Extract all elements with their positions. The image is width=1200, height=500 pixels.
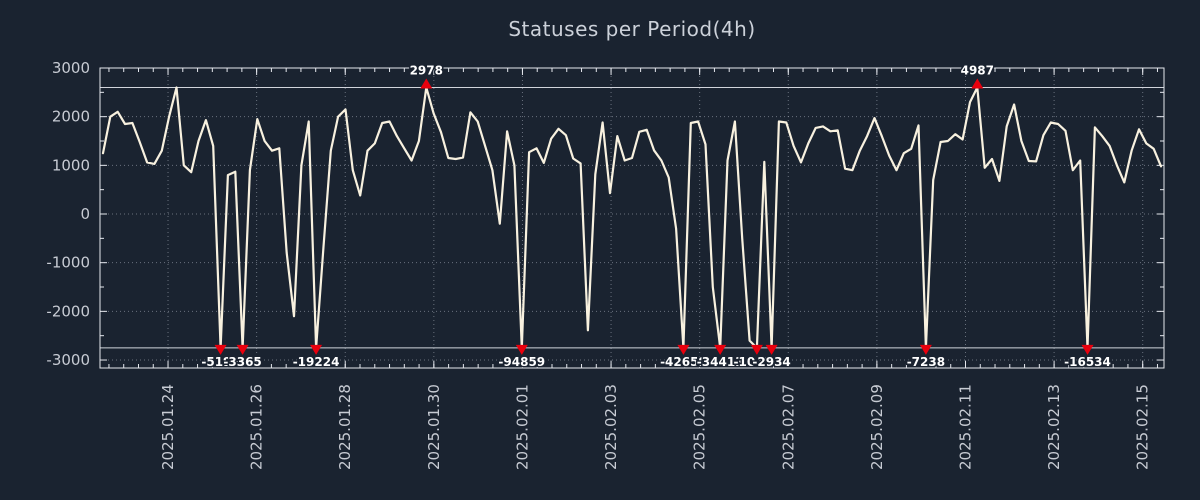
trough-value-label: -34413	[697, 355, 744, 369]
x-tick-label: 2025.02.05	[691, 384, 709, 470]
y-tick-label: 3000	[52, 59, 90, 77]
peak-value-label: 4987	[961, 63, 994, 77]
x-tick-label: 2025.02.07	[779, 384, 797, 470]
trough-marker-icon	[714, 344, 727, 355]
plot-border	[99, 67, 1165, 369]
peak-marker-icon	[971, 78, 984, 89]
x-tick-label: 2025.02.03	[602, 384, 620, 470]
chart-title: Statuses per Period(4h)	[508, 17, 756, 41]
trough-value-label: -3365	[223, 355, 261, 369]
trough-marker-icon	[750, 344, 763, 355]
x-tick-label: 2025.01.30	[425, 384, 443, 470]
trough-value-label: -5193	[201, 355, 239, 369]
x-tick-label: 2025.01.24	[159, 384, 177, 470]
trough-value-label: -10434	[734, 355, 781, 369]
y-tick-label: 1000	[52, 156, 90, 174]
trough-marker-icon	[236, 344, 249, 355]
trough-marker-icon	[677, 344, 690, 355]
trough-marker-icon	[1081, 344, 1094, 355]
y-tick-label: -2000	[46, 302, 90, 320]
trough-marker-icon	[919, 344, 932, 355]
x-tick-label: 2025.02.15	[1134, 384, 1152, 470]
x-tick-label: 2025.01.28	[336, 384, 354, 470]
trough-value-label: -16534	[1064, 355, 1111, 369]
y-tick-label: -1000	[46, 254, 90, 272]
trough-value-label: -94859	[498, 355, 545, 369]
y-tick-label: 0	[80, 205, 90, 223]
trough-marker-icon	[765, 344, 778, 355]
x-tick-label: 2025.01.26	[248, 384, 266, 470]
x-tick-label: 2025.02.01	[513, 384, 531, 470]
x-tick-label: 2025.02.11	[956, 384, 974, 470]
trough-marker-icon	[515, 344, 528, 355]
y-tick-label: -3000	[46, 351, 90, 369]
peak-marker-icon	[420, 78, 433, 89]
trough-value-label: -2934	[752, 355, 790, 369]
trough-value-label: -42659	[660, 355, 707, 369]
peak-value-label: 2978	[410, 63, 443, 77]
series-line	[101, 86, 1163, 349]
trough-value-label: -7238	[907, 355, 945, 369]
trough-marker-icon	[214, 344, 227, 355]
trough-marker-icon	[310, 344, 323, 355]
y-tick-label: 2000	[52, 108, 90, 126]
trough-value-label: -19224	[293, 355, 340, 369]
x-tick-label: 2025.02.13	[1045, 384, 1063, 470]
x-tick-label: 2025.02.09	[868, 384, 886, 470]
